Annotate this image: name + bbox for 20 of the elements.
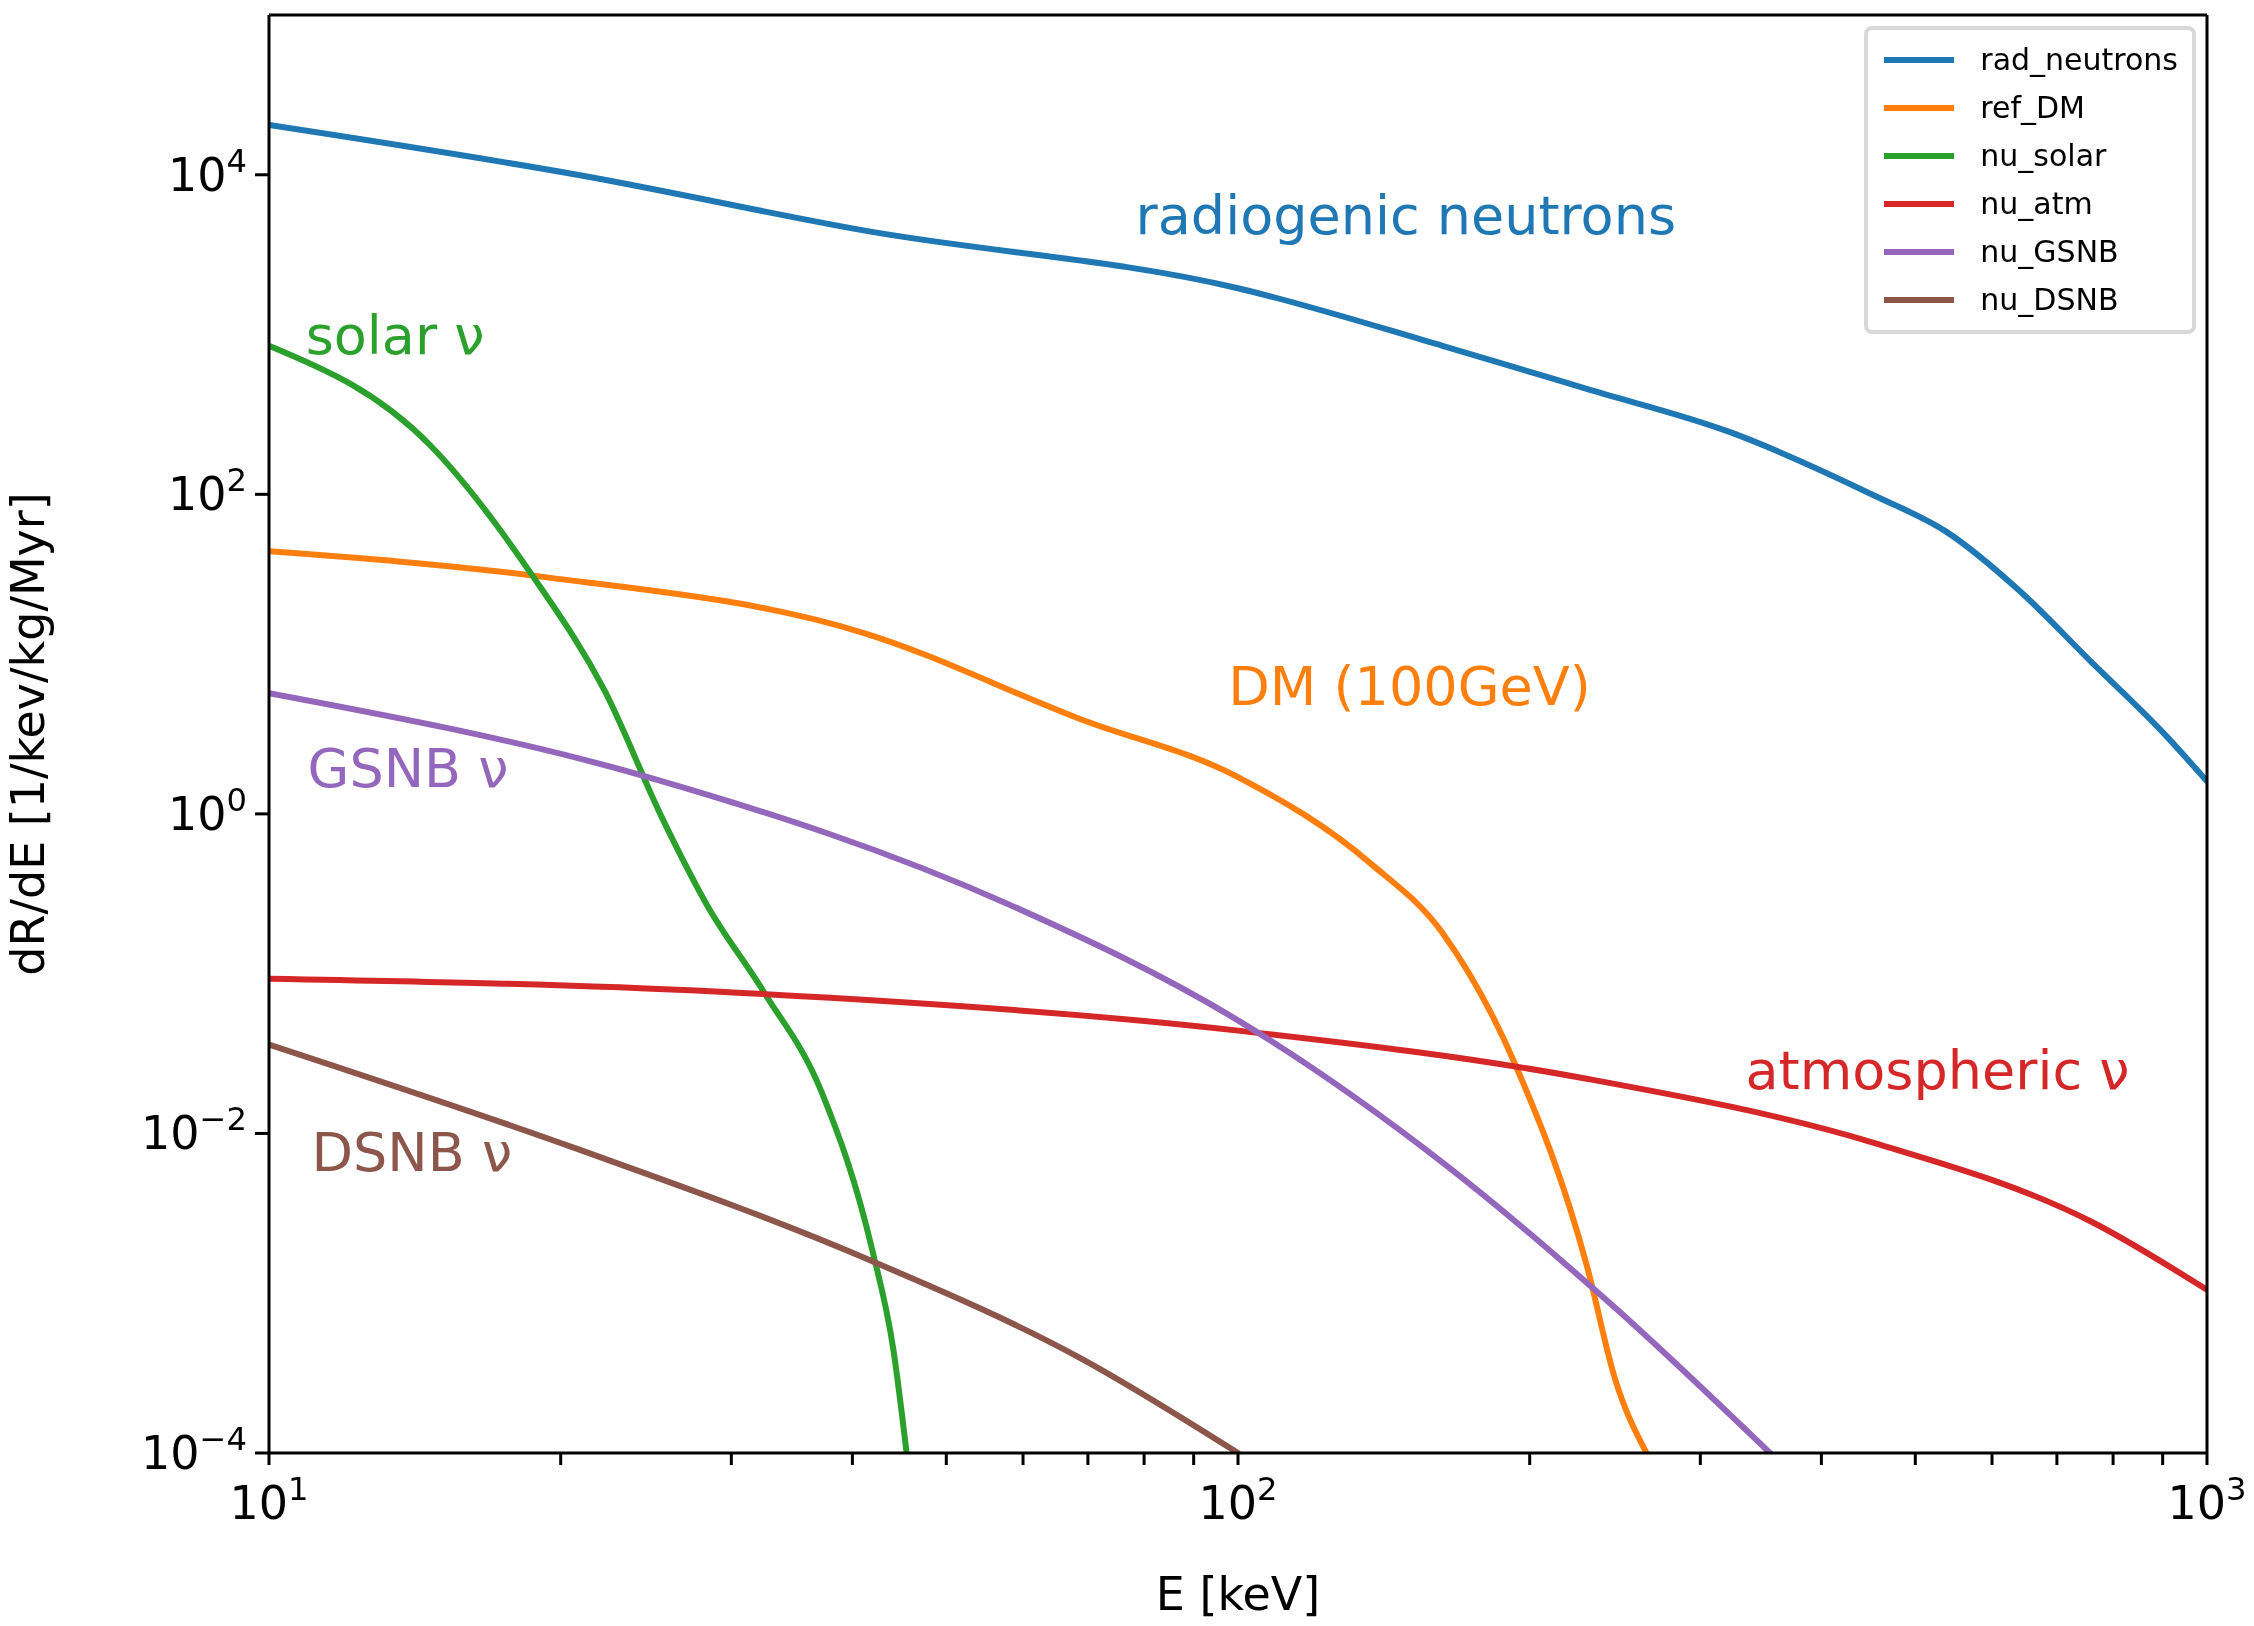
curve-label: DM (100GeV) xyxy=(1228,654,1591,718)
curve-label: radiogenic neutrons xyxy=(1135,183,1676,247)
legend-label: nu_solar xyxy=(1980,138,2107,174)
curve-label: DSNB ν xyxy=(311,1120,513,1184)
legend-label: rad_neutrons xyxy=(1980,42,2178,78)
x-axis-title: E [keV] xyxy=(1155,1567,1321,1621)
curve-label: GSNB ν xyxy=(307,736,509,800)
curve-label: solar ν xyxy=(305,303,485,367)
y-tick-label: 10$^{0}$ xyxy=(167,780,247,841)
legend-label: ref_DM xyxy=(1980,90,2085,126)
x-tick-label: 10$^{3}$ xyxy=(2167,1470,2247,1530)
y-tick-label: 10$^{4}$ xyxy=(167,141,247,202)
y-tick-label: 10$^{−2}$ xyxy=(141,1100,247,1161)
legend-label: nu_DSNB xyxy=(1980,282,2119,318)
y-axis-title: dR/dE [1/kev/kg/Myr] xyxy=(1,492,56,976)
legend-label: nu_GSNB xyxy=(1980,234,2119,270)
y-tick-label: 10$^{2}$ xyxy=(167,461,247,522)
x-tick-label: 10$^{2}$ xyxy=(1198,1470,1278,1530)
curve-label: atmospheric ν xyxy=(1745,1038,2130,1102)
legend-label: nu_atm xyxy=(1980,186,2093,222)
